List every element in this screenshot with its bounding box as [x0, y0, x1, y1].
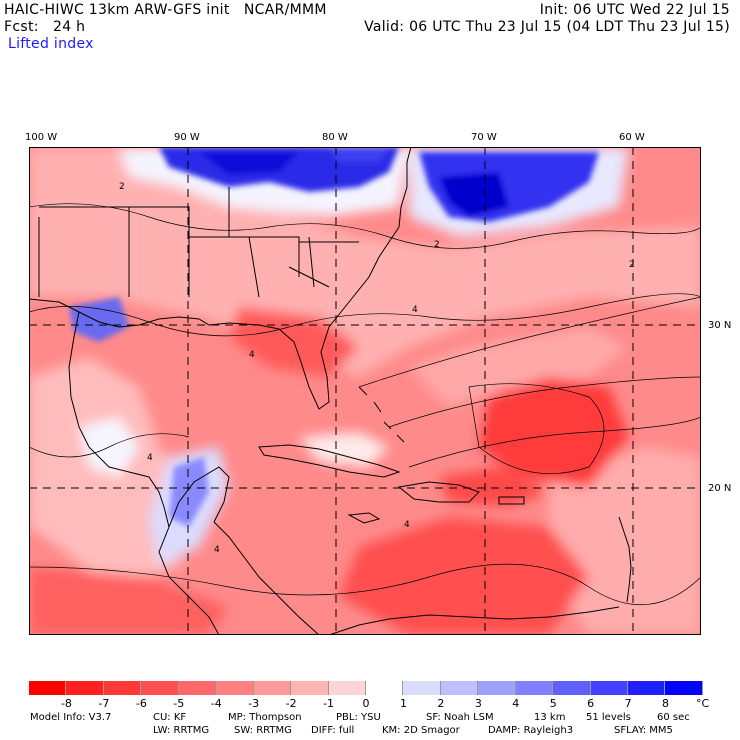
colorbar-swatch	[141, 681, 179, 695]
contour-label: 4	[214, 545, 220, 555]
colorbar-swatch	[403, 681, 441, 695]
colorbar-swatch	[291, 681, 329, 695]
footer-mp: MP: Thompson	[228, 712, 302, 723]
colorbar-swatch	[328, 681, 366, 695]
valid-time: Valid: 06 UTC Thu 23 Jul 15 (04 LDT Thu …	[364, 19, 730, 35]
colorbar-swatch	[440, 681, 479, 695]
colorbar-tick-label: 8	[662, 697, 670, 710]
colorbar-tick-label: 0	[362, 697, 370, 710]
colorbar-swatch	[478, 681, 516, 695]
lifted-index-map: 2 2 4 4 4 4 4 2	[29, 147, 701, 635]
footer-sflay: SFLAY: MM5	[614, 725, 673, 736]
colorbar-swatch	[103, 681, 142, 695]
footer-cu: CU: KF	[153, 712, 187, 723]
footer-damp: DAMP: Rayleigh3	[488, 725, 574, 736]
contour-label: 4	[249, 350, 255, 360]
model-title: HAIC-HIWC 13km ARW-GFS init NCAR/MMM	[4, 2, 327, 18]
footer-lw: LW: RRTMG	[153, 725, 210, 736]
colorbar-swatch	[66, 681, 104, 695]
colorbar-swatch	[253, 681, 292, 695]
colorbar-tick-label: -6	[135, 697, 147, 710]
colorbar-swatch	[590, 681, 628, 695]
colorbar-swatch	[178, 681, 217, 695]
colorbar-tick-label: -8	[60, 697, 72, 710]
colorbar-tick-label: 1	[399, 697, 407, 710]
colorbar-tick-label: 7	[624, 697, 632, 710]
init-time: Init: 06 UTC Wed 22 Jul 15	[539, 2, 730, 18]
colorbar-tick-label: 5	[549, 697, 557, 710]
contour-label: 4	[412, 305, 418, 315]
map-border	[29, 147, 701, 635]
colorbar-tick-label: -1	[323, 697, 335, 710]
colorbar-swatch	[628, 681, 666, 695]
colorbar-tick-label: 4	[512, 697, 520, 710]
colorbar-tick-label: 2	[437, 697, 445, 710]
lat-label-30n: 30 N	[708, 320, 732, 331]
contour-label: 2	[434, 240, 440, 250]
colorbar-tick-label: -5	[173, 697, 185, 710]
colorbar-swatch	[665, 681, 703, 695]
colorbar-tick-label: 3	[474, 697, 482, 710]
colorbar	[29, 681, 703, 695]
colorbar-tick-label: 6	[587, 697, 595, 710]
lon-label-80w: 80 W	[322, 132, 348, 143]
colorbar-swatch	[365, 681, 404, 695]
lat-label-20n: 20 N	[708, 483, 732, 494]
footer-model-info: Model Info: V3.7	[30, 712, 112, 723]
footer-km: KM: 2D Smagor	[382, 725, 460, 736]
contour-label: 2	[629, 260, 635, 270]
contour-label: 2	[119, 182, 125, 192]
contour-label: 4	[404, 520, 410, 530]
field-name: Lifted index	[8, 36, 94, 52]
lon-label-90w: 90 W	[174, 132, 200, 143]
colorbar-tick-label: -2	[285, 697, 297, 710]
coastlines	[29, 147, 632, 635]
colorbar-swatch	[553, 681, 591, 695]
footer-pbl: PBL: YSU	[336, 712, 381, 723]
graticule	[29, 147, 701, 635]
lon-label-70w: 70 W	[471, 132, 497, 143]
li-contours	[29, 203, 701, 606]
footer-sf: SF: Noah LSM	[426, 712, 494, 723]
colorbar-tick-label: -4	[210, 697, 222, 710]
footer-sw: SW: RRTMG	[234, 725, 292, 736]
lon-label-60w: 60 W	[619, 132, 645, 143]
footer-diff: DIFF: full	[311, 725, 355, 736]
footer-levels: 51 levels	[586, 712, 631, 723]
footer-timestep: 60 sec	[657, 712, 690, 723]
forecast-hour: Fcst: 24 h	[4, 19, 86, 35]
colorbar-tick-label: -7	[98, 697, 110, 710]
footer-resolution: 13 km	[534, 712, 566, 723]
contour-label: 4	[147, 453, 153, 463]
colorbar-unit: °C	[696, 697, 710, 710]
colorbar-tick-label: -3	[248, 697, 260, 710]
colorbar-swatch	[216, 681, 254, 695]
lon-label-100w: 100 W	[25, 132, 58, 143]
colorbar-swatch	[29, 681, 67, 695]
colorbar-swatch	[515, 681, 554, 695]
